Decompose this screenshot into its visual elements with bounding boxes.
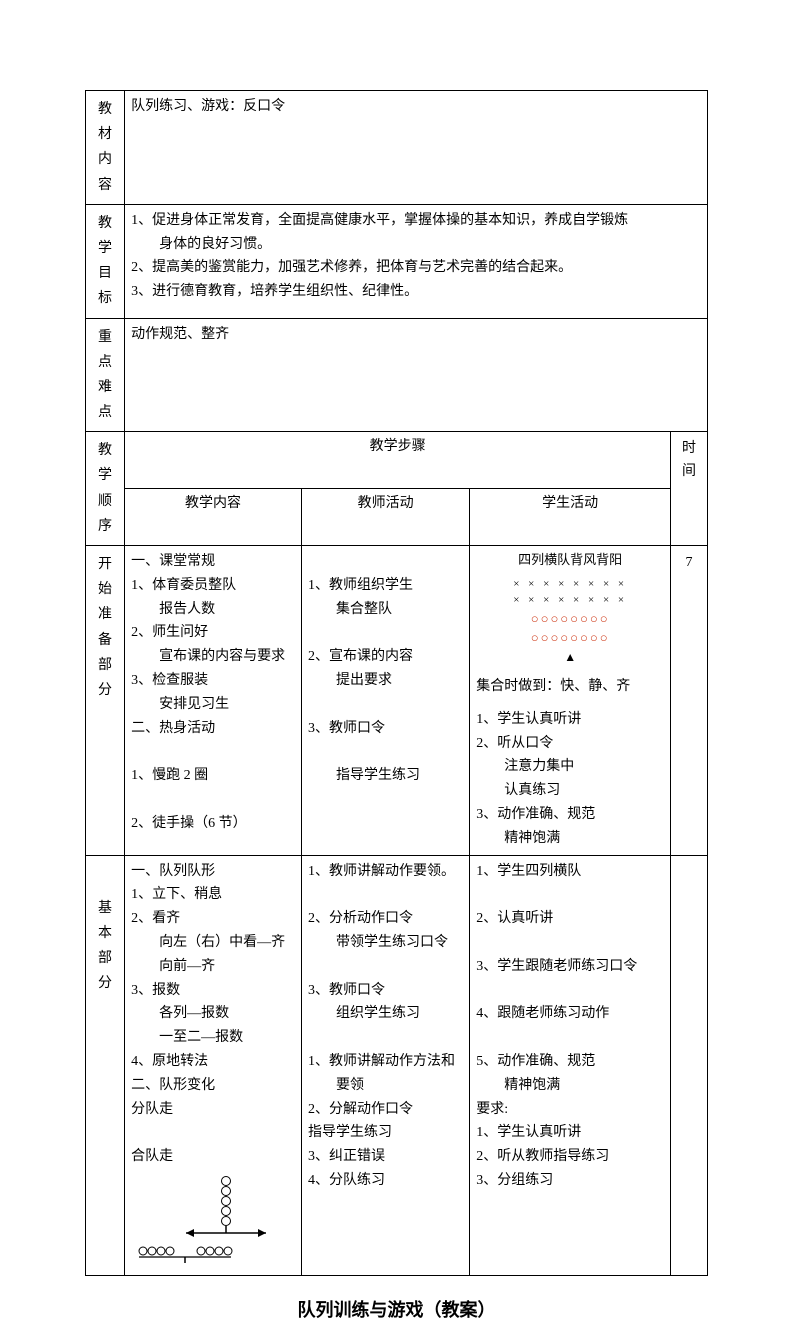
- section1-assembly: 集合时做到：快、静、齐: [476, 676, 664, 698]
- formation-teacher-marker: ▲: [476, 648, 664, 666]
- formation-title: 四列横队背风背阳: [476, 550, 664, 570]
- section1-content: 一、课堂常规 1、体育委员整队 报告人数 2、师生问好 宣布课的内容与要求 3、…: [125, 546, 302, 856]
- section1-time: 7: [671, 546, 708, 856]
- section1-label: 开始准备部分: [86, 546, 125, 856]
- time-header: 时间: [671, 432, 708, 546]
- section2-label: 基本部分: [86, 855, 125, 1276]
- material-label: 教材内容: [86, 91, 125, 205]
- steps-header: 教学步骤: [125, 432, 671, 489]
- page-title: 队列训练与游戏（教案）: [85, 1296, 708, 1322]
- lesson-plan-table: 教材内容 队列练习、游戏：反口令 教学目标 1、促进身体正常发育，全面提高健康水…: [85, 90, 708, 1276]
- section1-student: 四列横队背风背阳 × × × × × × × × × × × × × × × ×…: [470, 546, 671, 856]
- section2-student: 1、学生四列横队 2、认真听讲 3、学生跟随老师练习口令 4、跟随老师练习动作 …: [470, 855, 671, 1276]
- section1-teacher: 1、教师组织学生 集合整队 2、宣布课的内容 提出要求 3、教师口令 指导学生练…: [302, 546, 470, 856]
- material-content: 队列练习、游戏：反口令: [125, 91, 708, 205]
- teacher-header: 教师活动: [302, 489, 470, 546]
- content-header: 教学内容: [125, 489, 302, 546]
- formation-x-row: × × × × × × × ×: [476, 576, 664, 593]
- formation-x-row: × × × × × × × ×: [476, 592, 664, 609]
- keypoint-content: 动作规范、整齐: [125, 318, 708, 432]
- section1-student-text: 1、学生认真听讲 2、听从口令 注意力集中 认真练习 3、动作准确、规范 精神饱…: [476, 708, 664, 851]
- split-merge-diagram: [131, 1173, 281, 1263]
- section2-time: [671, 855, 708, 1276]
- section2-content: 一、队列队形 1、立下、稍息 2、看齐 向左（右）中看—齐 向前—齐 3、报数 …: [125, 855, 302, 1276]
- section2-teacher: 1、教师讲解动作要领。 2、分析动作口令 带领学生练习口令 3、教师口令 组织学…: [302, 855, 470, 1276]
- goal-content: 1、促进身体正常发育，全面提高健康水平，掌握体操的基本知识，养成自学锻炼 身体的…: [125, 204, 708, 318]
- formation-o-row: ○○○○○○○○: [476, 628, 664, 648]
- goal-label: 教学目标: [86, 204, 125, 318]
- keypoint-label: 重点难点: [86, 318, 125, 432]
- student-header: 学生活动: [470, 489, 671, 546]
- formation-o-row: ○○○○○○○○: [476, 609, 664, 629]
- sequence-header: 教学顺序: [86, 432, 125, 546]
